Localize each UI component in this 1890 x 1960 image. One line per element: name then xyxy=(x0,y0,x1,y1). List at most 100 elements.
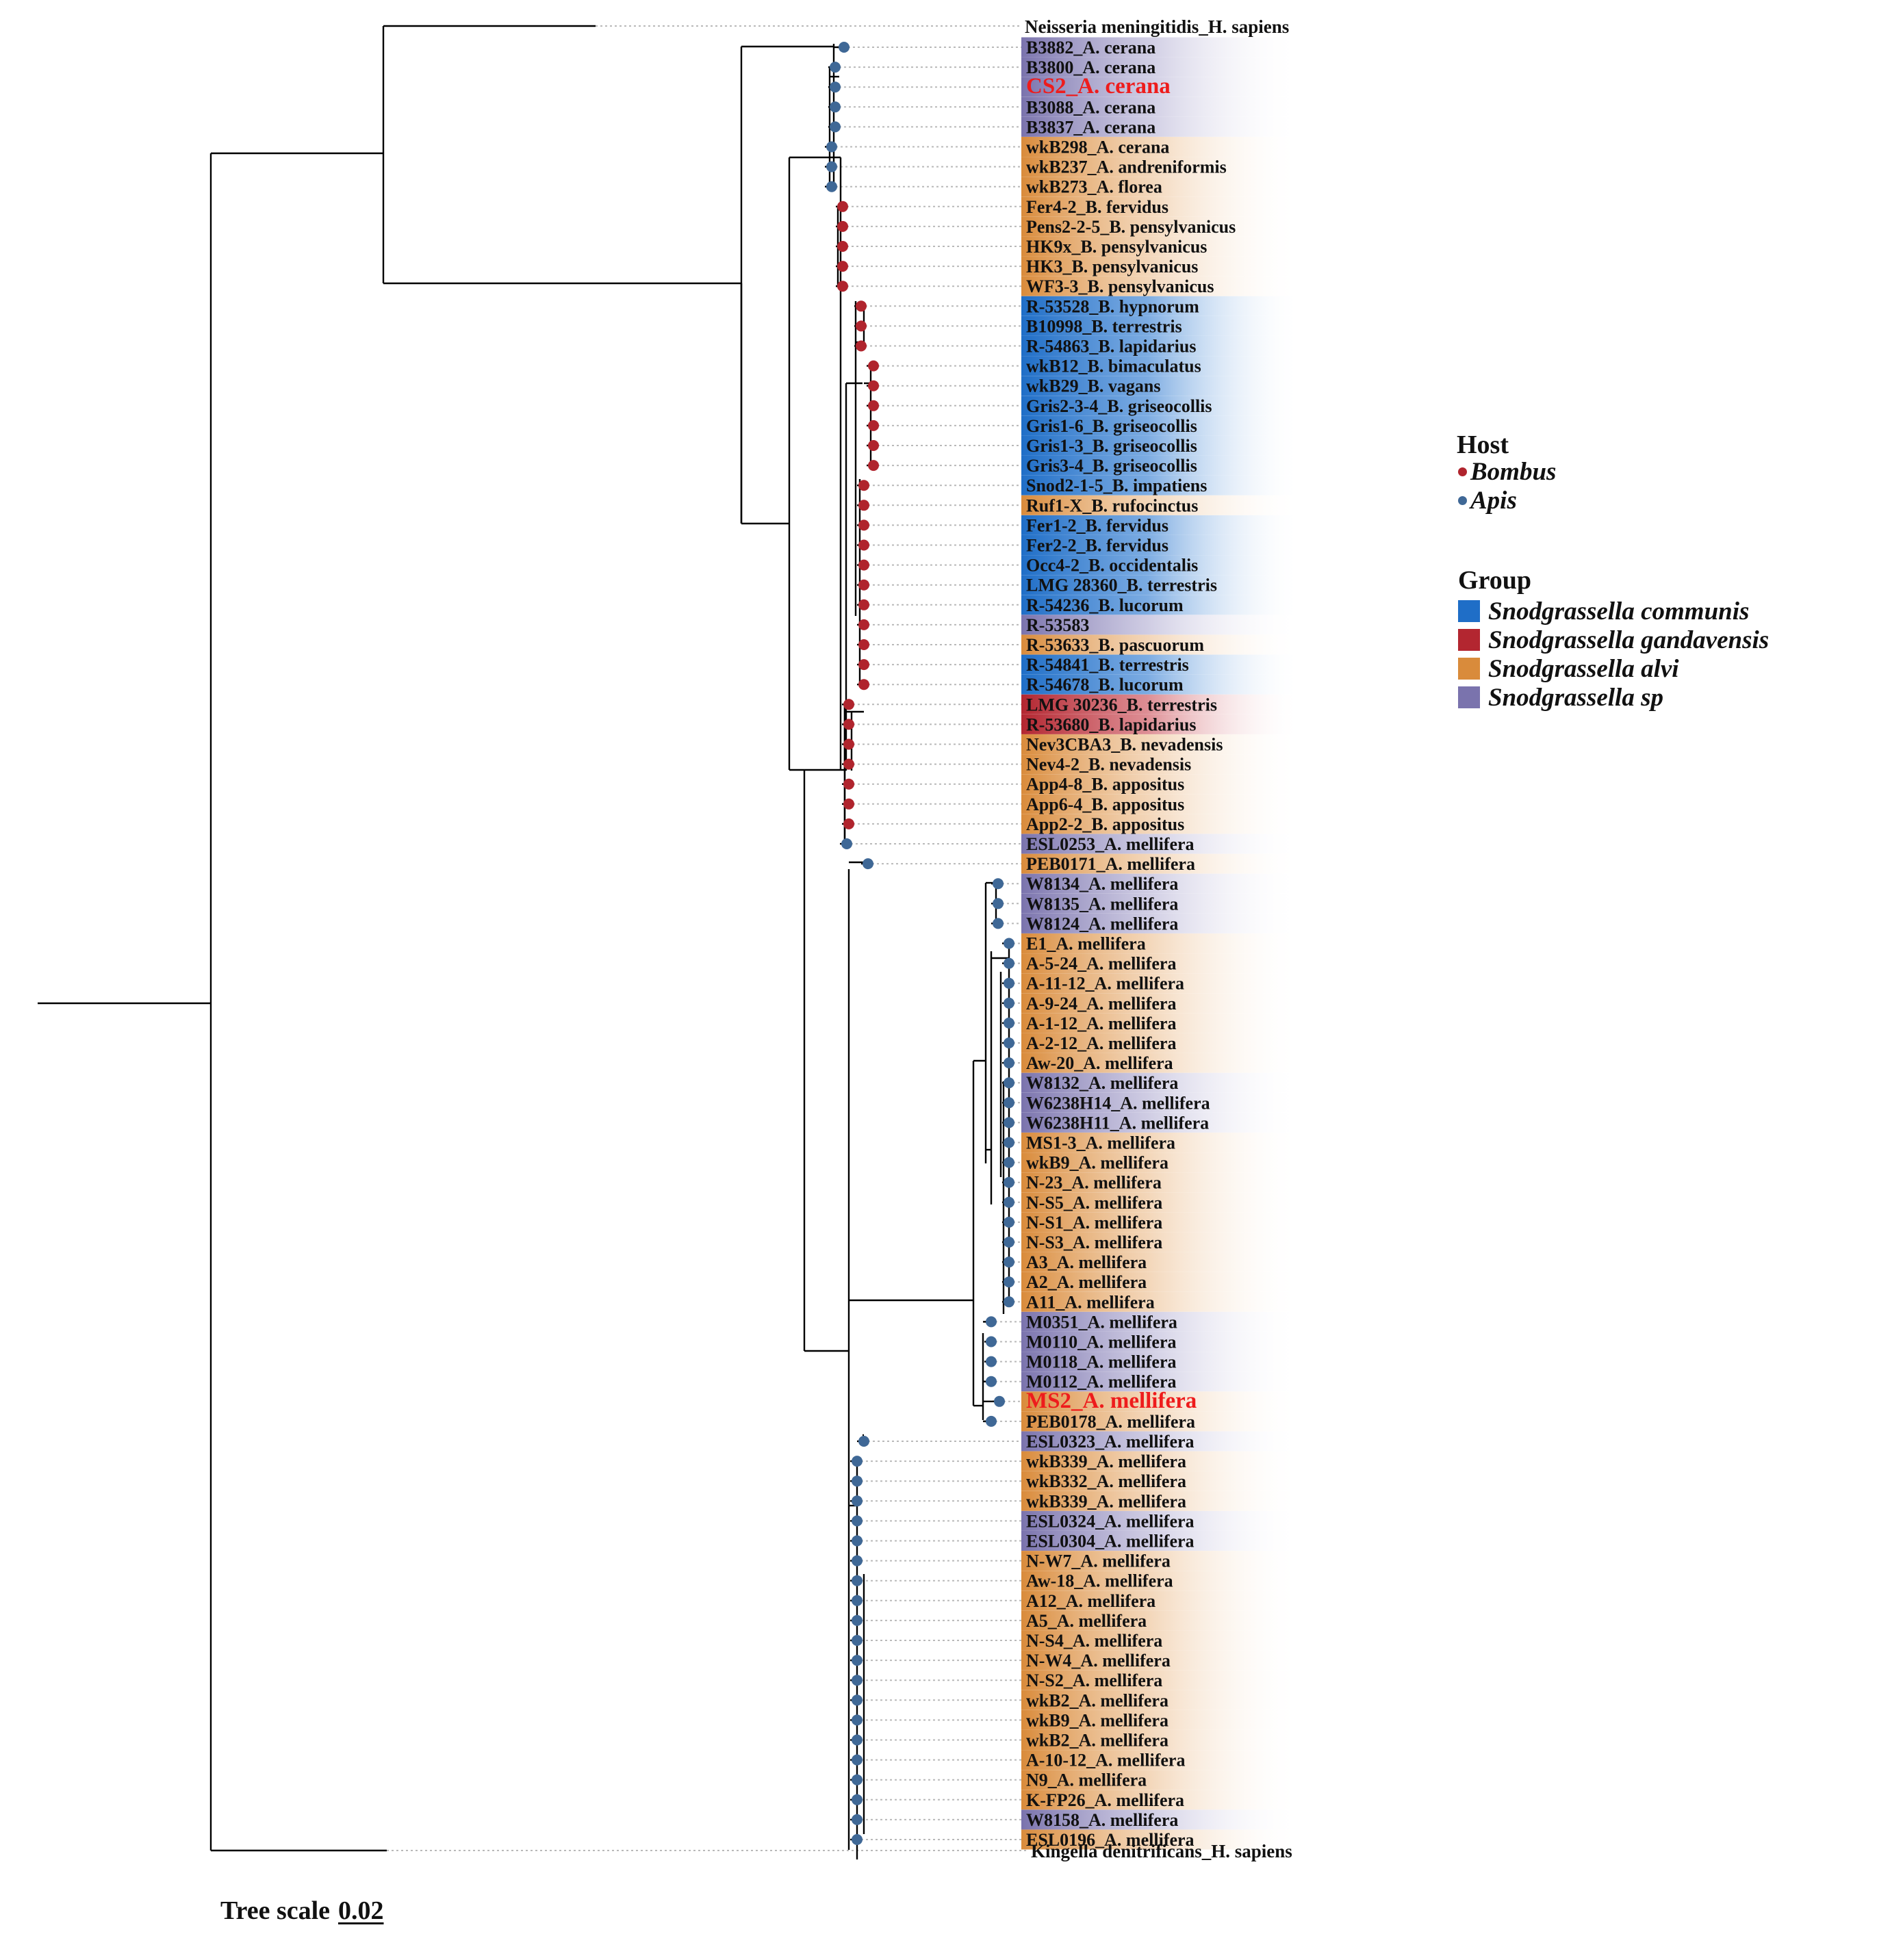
host-dot xyxy=(858,1436,869,1447)
host-legend-item-apis: Apis xyxy=(1457,486,1556,515)
tip-label: R-54678_B. lucorum xyxy=(1026,675,1184,695)
host-dot xyxy=(852,1714,863,1726)
branch-layer xyxy=(38,25,1010,1860)
tip-background xyxy=(1021,116,1301,137)
tip-background xyxy=(1021,674,1301,695)
host-dot xyxy=(986,1376,997,1387)
tip-background xyxy=(1021,913,1301,933)
host-dot xyxy=(1004,1237,1014,1248)
host-dot xyxy=(1004,1097,1014,1109)
tip-background xyxy=(1021,396,1301,416)
host-dot xyxy=(858,539,869,551)
group-legend-item-gandavensis: Snodgrassella gandavensis xyxy=(1458,626,1769,654)
host-dot xyxy=(1004,977,1014,989)
tip-background xyxy=(1021,495,1301,515)
host-dot xyxy=(843,738,854,750)
tip-background xyxy=(1021,1590,1301,1611)
tip-label: N9_A. mellifera xyxy=(1026,1770,1147,1790)
tip-background xyxy=(1021,435,1301,456)
host-dot xyxy=(837,220,848,232)
tip-label: wkB12_B. bimaculatus xyxy=(1026,357,1201,376)
tip-background xyxy=(1021,77,1301,97)
tip-label: Nev3CBA3_B. nevadensis xyxy=(1026,735,1223,755)
tip-background xyxy=(1021,834,1301,854)
tip-label: R-54863_B. lapidarius xyxy=(1026,337,1197,357)
tip-label: Gris3-4_B. griseocollis xyxy=(1026,456,1197,476)
host-dot xyxy=(826,181,837,192)
tip-label: wkB29_B. vagans xyxy=(1026,376,1161,396)
host-dot xyxy=(986,1316,997,1328)
tip-label: Nev4-2_B. nevadensis xyxy=(1026,755,1191,775)
guide-line-layer xyxy=(387,25,1027,1851)
group-legend-label: Snodgrassella alvi xyxy=(1488,654,1679,683)
host-dot xyxy=(868,460,879,472)
tip-background xyxy=(1021,1431,1301,1452)
host-dot xyxy=(1004,1176,1014,1188)
tip-background xyxy=(1021,157,1301,177)
tip-label: WF3-3_B. pensylvanicus xyxy=(1026,276,1214,296)
tip-label: W8134_A. mellifera xyxy=(1026,874,1178,894)
host-dot xyxy=(986,1336,997,1348)
host-dot xyxy=(858,559,869,571)
host-dot xyxy=(852,1475,863,1487)
tip-label: R-53528_B. hypnorum xyxy=(1026,296,1199,316)
tip-background xyxy=(1021,1311,1301,1332)
tip-label: Fer4-2_B. fervidus xyxy=(1026,197,1169,217)
host-dot xyxy=(1004,1216,1014,1228)
host-dot xyxy=(858,639,869,650)
host-dot xyxy=(1004,938,1014,949)
host-dot xyxy=(843,818,854,829)
host-dot xyxy=(830,62,841,73)
host-dot xyxy=(852,1595,863,1606)
tip-label: wkB273_A. florea xyxy=(1026,177,1162,197)
host-dot xyxy=(993,878,1004,890)
tip-background xyxy=(1021,356,1301,376)
host-dot xyxy=(1004,1077,1014,1089)
tip-label: Snod2-1-5_B. impatiens xyxy=(1026,476,1207,495)
host-dot xyxy=(852,1555,863,1566)
host-dot xyxy=(852,1515,863,1527)
host-dot xyxy=(852,1535,863,1547)
tip-label: LMG 28360_B. terrestris xyxy=(1026,576,1217,595)
tip-label: Aw-20_A. mellifera xyxy=(1026,1053,1173,1073)
tip-background xyxy=(1021,196,1301,217)
tip-label: MS1-3_A. mellifera xyxy=(1026,1133,1175,1153)
group-legend-item-sp: Snodgrassella sp xyxy=(1458,683,1769,712)
tip-label: App4-8_B. appositus xyxy=(1026,775,1184,795)
tip-label: A3_A. mellifera xyxy=(1026,1252,1147,1272)
tip-label: wkB339_A. mellifera xyxy=(1026,1491,1186,1511)
tip-background xyxy=(1021,1013,1301,1033)
tip-label: App6-4_B. appositus xyxy=(1026,795,1184,814)
tip-background xyxy=(1021,1411,1301,1432)
tip-background xyxy=(1021,1212,1301,1233)
host-dot-layer xyxy=(826,42,1014,1845)
host-dot xyxy=(1004,1196,1014,1208)
host-dot xyxy=(1004,1117,1014,1129)
host-dot xyxy=(852,1814,863,1825)
tip-label: wkB9_A. mellifera xyxy=(1026,1153,1169,1173)
tip-background xyxy=(1021,714,1301,734)
tip-background xyxy=(1021,1291,1301,1312)
host-dot xyxy=(852,1635,863,1646)
tip-label: N-23_A. mellifera xyxy=(1026,1173,1162,1193)
host-dot xyxy=(852,1575,863,1586)
tip-background xyxy=(1021,1192,1301,1213)
tip-label: A2_A. mellifera xyxy=(1026,1272,1147,1292)
host-dot xyxy=(1004,1137,1014,1148)
host-dot xyxy=(852,1754,863,1766)
tip-background xyxy=(1021,1092,1301,1113)
tip-label: LMG 30236_B. terrestris xyxy=(1026,695,1217,714)
tip-background xyxy=(1021,1510,1301,1531)
host-dot xyxy=(1004,1276,1014,1288)
tip-label: PEB0171_A. mellifera xyxy=(1026,854,1195,874)
tip-label: wkB237_A. andreniformis xyxy=(1026,157,1227,177)
host-dot xyxy=(837,201,848,212)
tip-label: CS2_A. cerana xyxy=(1026,74,1171,99)
tip-label: wkB2_A. mellifera xyxy=(1026,1690,1169,1710)
host-dot xyxy=(826,161,837,172)
tree-scale-label: Tree scale xyxy=(220,1896,331,1925)
tip-label: HK3_B. pensylvanicus xyxy=(1026,257,1198,276)
host-dot xyxy=(830,101,841,113)
tip-label: A-1-12_A. mellifera xyxy=(1026,1014,1176,1033)
